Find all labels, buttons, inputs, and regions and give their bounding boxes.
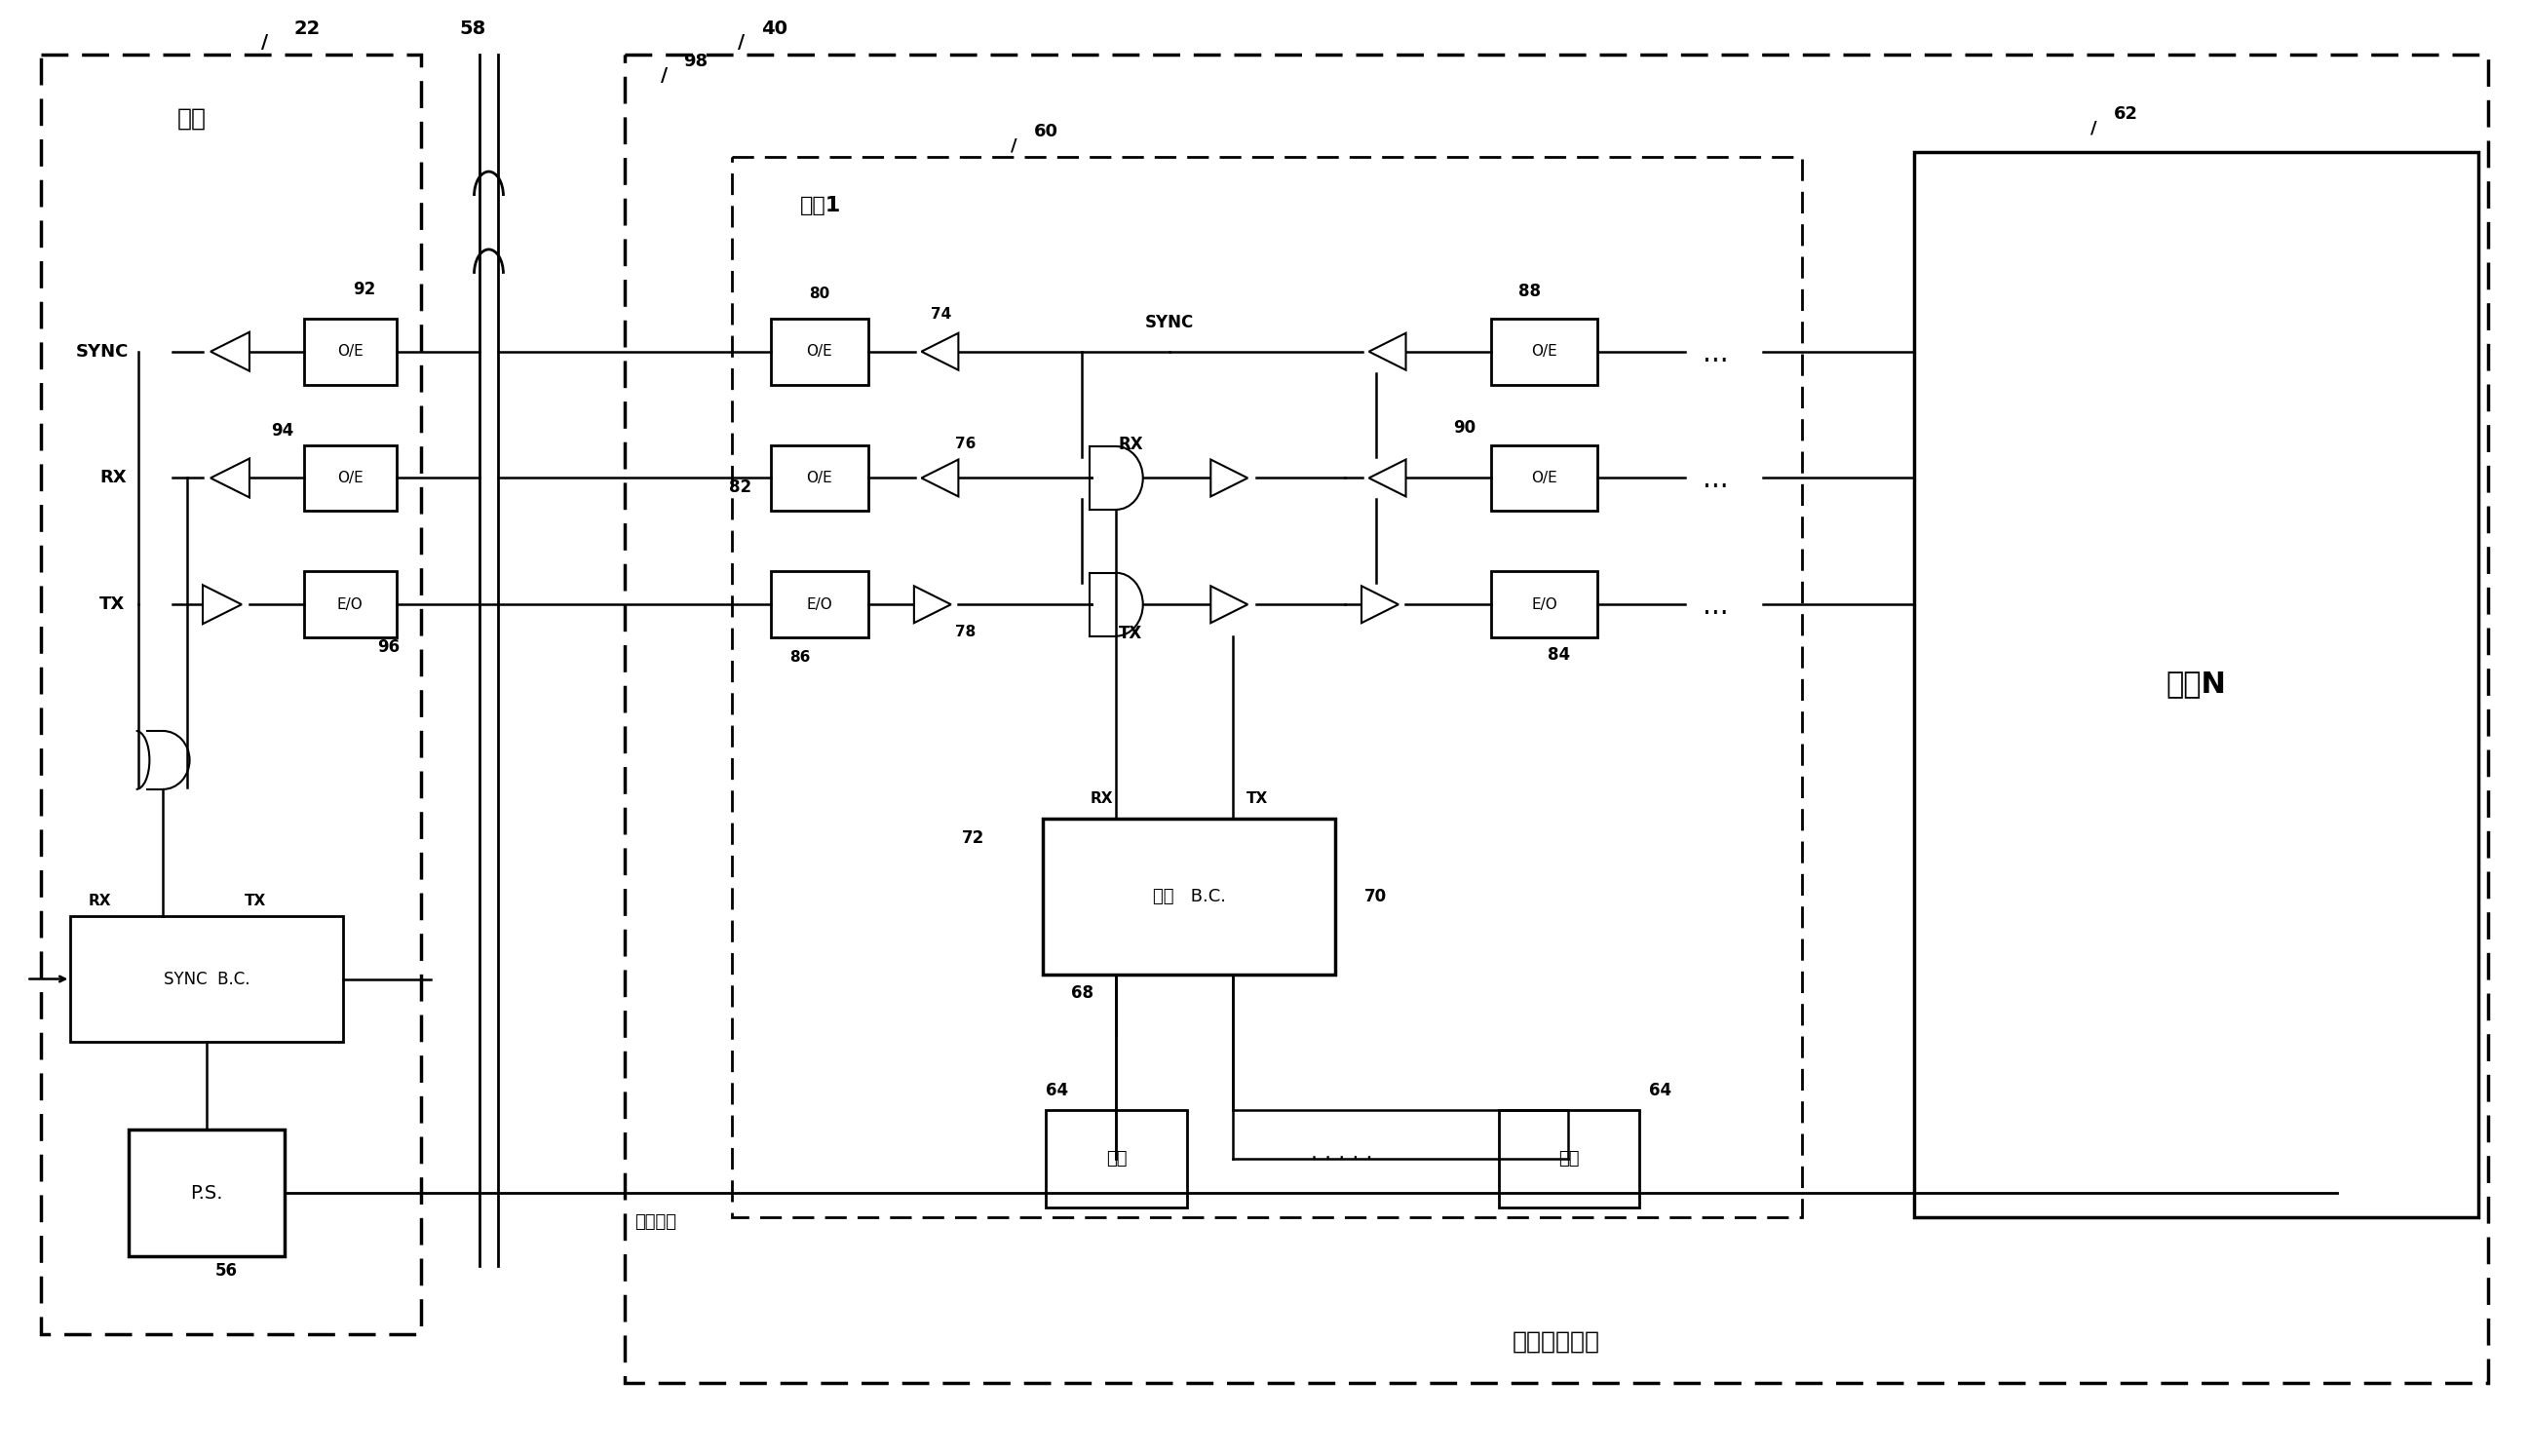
Text: /: / xyxy=(1012,137,1017,154)
Bar xyxy=(1490,446,1596,511)
Text: O/E: O/E xyxy=(336,470,364,485)
Text: E/O: E/O xyxy=(807,597,832,612)
Text: SYNC: SYNC xyxy=(76,342,129,360)
Text: RX: RX xyxy=(1090,792,1113,807)
Bar xyxy=(1913,151,2477,1217)
Text: 96: 96 xyxy=(377,639,400,657)
Text: 模块1: 模块1 xyxy=(799,197,840,215)
Text: ...: ... xyxy=(1703,339,1728,367)
Text: 同步   B.C.: 同步 B.C. xyxy=(1154,888,1225,906)
Bar xyxy=(304,446,397,511)
Bar xyxy=(40,55,420,1334)
Text: RX: RX xyxy=(89,894,111,909)
Text: E/O: E/O xyxy=(336,597,364,612)
Text: 80: 80 xyxy=(810,287,830,301)
Text: 70: 70 xyxy=(1364,888,1386,906)
Text: SYNC: SYNC xyxy=(1146,313,1194,331)
Polygon shape xyxy=(1361,585,1399,623)
Text: 68: 68 xyxy=(1070,984,1093,1002)
Text: ...: ... xyxy=(1703,466,1728,494)
Text: TX: TX xyxy=(99,596,124,613)
Text: 62: 62 xyxy=(2113,105,2138,122)
Text: P.S.: P.S. xyxy=(190,1184,223,1203)
Text: O/E: O/E xyxy=(1531,470,1558,485)
Polygon shape xyxy=(210,332,250,371)
Bar xyxy=(1045,1111,1187,1207)
Text: TX: TX xyxy=(245,894,266,909)
Text: 主机: 主机 xyxy=(177,106,207,130)
Text: /: / xyxy=(261,33,268,51)
Polygon shape xyxy=(1212,585,1247,623)
Bar xyxy=(71,916,344,1042)
Bar xyxy=(304,319,397,384)
Text: 94: 94 xyxy=(271,422,293,440)
Text: 88: 88 xyxy=(1518,282,1541,300)
Text: ...: ... xyxy=(1703,593,1728,620)
Bar xyxy=(625,55,2487,1383)
Text: 模块N: 模块N xyxy=(2166,670,2226,699)
Text: TX: TX xyxy=(1118,625,1144,642)
Text: 设备: 设备 xyxy=(1558,1150,1579,1168)
Bar xyxy=(304,571,397,638)
Text: O/E: O/E xyxy=(1531,344,1558,358)
Polygon shape xyxy=(1369,333,1407,370)
Bar xyxy=(1490,319,1596,384)
Text: /: / xyxy=(2090,119,2097,137)
Text: /: / xyxy=(739,33,746,51)
Text: 精密测量装置: 精密测量装置 xyxy=(1513,1331,1599,1354)
Text: 92: 92 xyxy=(352,281,374,298)
Polygon shape xyxy=(1212,460,1247,496)
Text: TX: TX xyxy=(1247,792,1268,807)
Text: 72: 72 xyxy=(961,828,984,847)
Polygon shape xyxy=(921,460,959,496)
Bar xyxy=(1498,1111,1639,1207)
Text: RX: RX xyxy=(1118,435,1144,453)
Text: O/E: O/E xyxy=(807,470,832,485)
Text: O/E: O/E xyxy=(336,344,364,358)
Bar xyxy=(1042,818,1336,974)
Text: 86: 86 xyxy=(789,649,810,664)
Polygon shape xyxy=(921,333,959,370)
Text: 56: 56 xyxy=(215,1262,238,1280)
Text: 78: 78 xyxy=(954,625,977,639)
Text: 82: 82 xyxy=(729,479,751,496)
Text: 60: 60 xyxy=(1032,122,1058,140)
Bar xyxy=(772,571,868,638)
Text: 84: 84 xyxy=(1548,646,1571,664)
Text: 98: 98 xyxy=(683,52,708,70)
Bar xyxy=(772,319,868,384)
Text: 22: 22 xyxy=(293,19,321,38)
Polygon shape xyxy=(210,459,250,498)
Polygon shape xyxy=(913,585,951,623)
Bar xyxy=(129,1130,283,1257)
Bar xyxy=(1490,571,1596,638)
Text: 76: 76 xyxy=(954,437,977,451)
Text: 58: 58 xyxy=(460,19,486,38)
Text: /: / xyxy=(660,66,668,84)
Text: E/O: E/O xyxy=(1531,597,1558,612)
Text: 64: 64 xyxy=(1650,1082,1672,1099)
Text: · · · · ·: · · · · · xyxy=(1311,1149,1374,1169)
Text: O/E: O/E xyxy=(807,344,832,358)
Text: SYNC  B.C.: SYNC B.C. xyxy=(164,970,250,987)
Bar xyxy=(772,446,868,511)
Bar xyxy=(731,157,1801,1217)
Polygon shape xyxy=(1369,460,1407,496)
Text: 64: 64 xyxy=(1045,1082,1068,1099)
Text: 74: 74 xyxy=(931,307,951,322)
Text: 设备: 设备 xyxy=(1106,1150,1128,1168)
Text: 能量轨道: 能量轨道 xyxy=(635,1213,676,1230)
Text: 40: 40 xyxy=(762,19,787,38)
Polygon shape xyxy=(202,585,243,625)
Text: 90: 90 xyxy=(1455,419,1475,437)
Text: RX: RX xyxy=(99,469,126,486)
